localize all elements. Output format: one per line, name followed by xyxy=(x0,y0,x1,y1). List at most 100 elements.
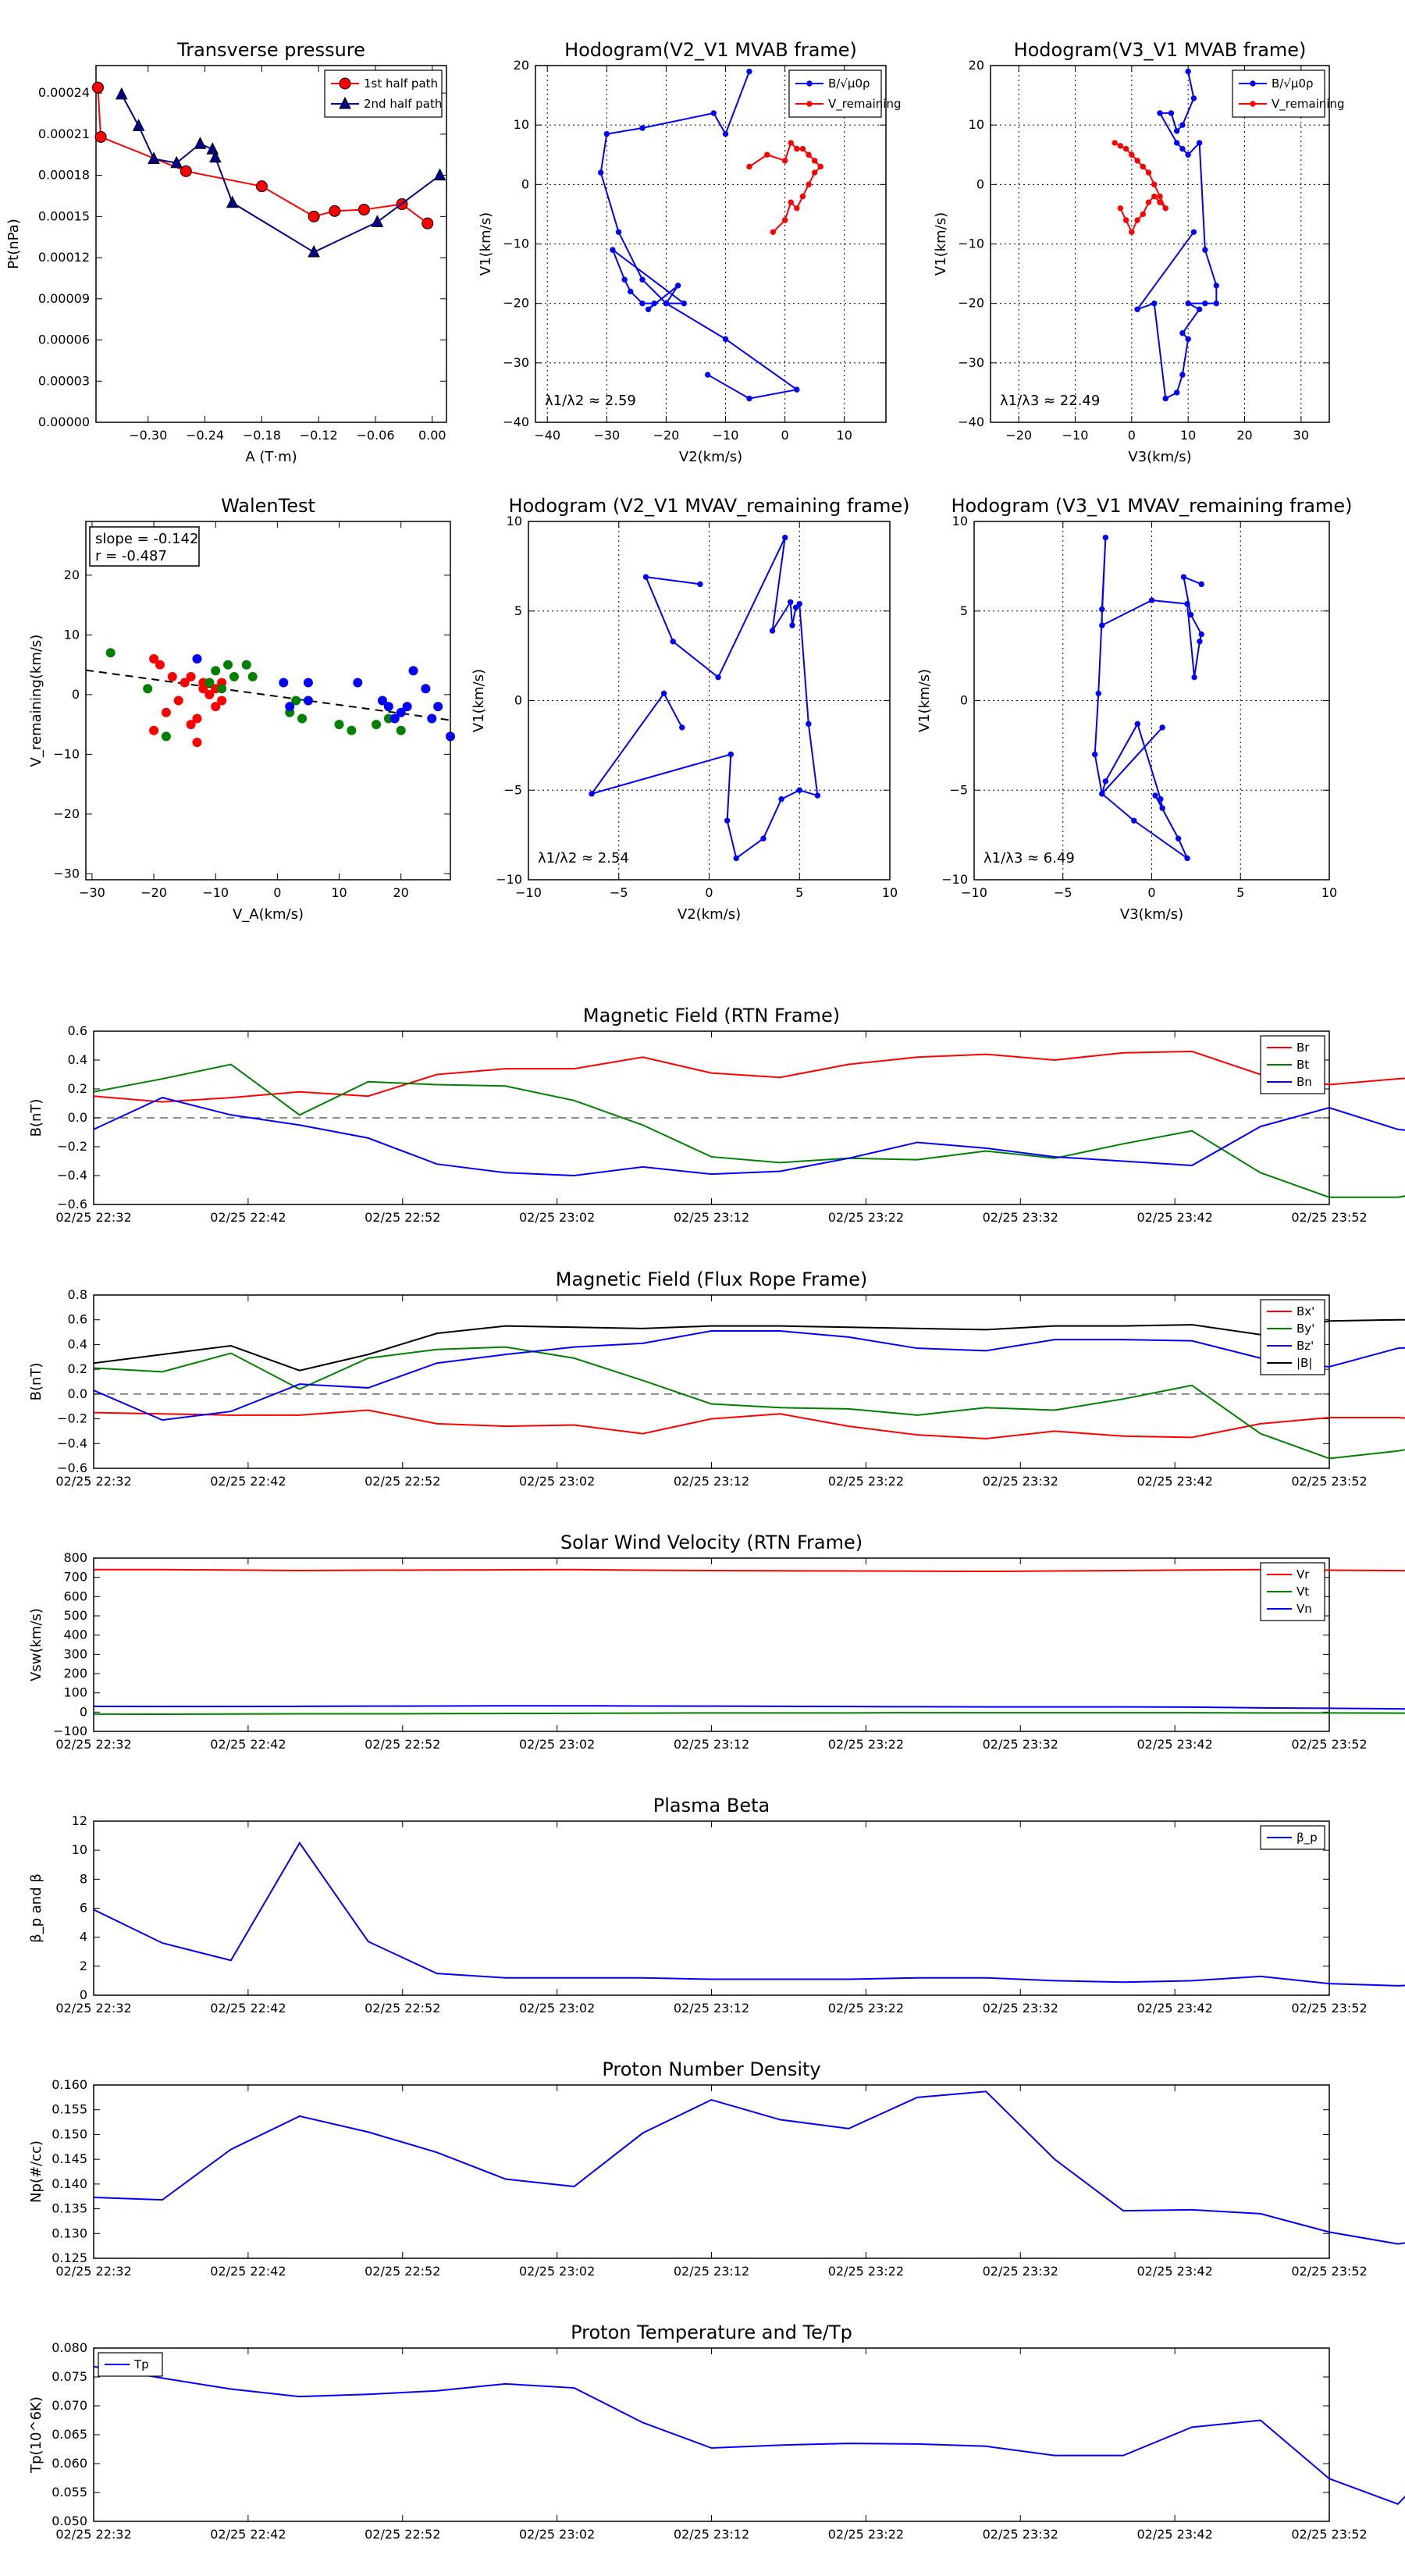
series-line xyxy=(589,537,819,860)
y-tick-label: −10 xyxy=(53,746,80,761)
data-point xyxy=(806,181,812,188)
data-point xyxy=(1185,68,1191,75)
data-point xyxy=(279,678,289,688)
x-tick-label: 02/25 22:42 xyxy=(210,2001,286,2016)
y-tick-label: 300 xyxy=(63,1646,87,1661)
x-tick-label: 02/25 23:52 xyxy=(1291,2527,1367,2542)
data-point xyxy=(704,372,711,378)
data-point xyxy=(1151,193,1158,200)
y-tick-label: 0.00009 xyxy=(38,291,90,306)
data-point xyxy=(722,130,729,137)
x-tick-label: −0.18 xyxy=(243,428,281,443)
axes-frame xyxy=(93,2084,1330,2259)
data-point xyxy=(674,283,681,289)
data-point xyxy=(1117,143,1124,149)
x-tick-label: −30 xyxy=(593,428,620,443)
y-tick-label: 0.160 xyxy=(52,2077,87,2092)
data-point xyxy=(180,165,192,177)
y-tick-label: 0.6 xyxy=(68,1312,87,1327)
x-tick-label: 0.00 xyxy=(418,428,446,443)
x-tick-label: 02/25 23:22 xyxy=(828,1737,904,1752)
y-tick-label: 8 xyxy=(80,1871,87,1886)
data-point xyxy=(1102,778,1109,785)
data-point xyxy=(371,215,384,227)
x-tick-label: 02/25 22:52 xyxy=(365,1474,440,1489)
series-1 xyxy=(115,87,446,258)
y-tick-label: 0.070 xyxy=(52,2398,87,2413)
x-tick-label: 02/25 22:32 xyxy=(55,1210,131,1225)
chart-beta: 02/25 22:32 02/25 22:42 02/25 22:52 02/25 2… xyxy=(28,1795,1405,2016)
data-point xyxy=(1179,122,1186,128)
x-tick-label: 10 xyxy=(1180,428,1196,443)
x-tick-label: 02/25 23:52 xyxy=(1291,1737,1367,1752)
legend-label: By' xyxy=(1297,1322,1314,1336)
y-tick-label: 0.125 xyxy=(52,2250,87,2265)
data-point xyxy=(1197,639,1203,645)
data-point xyxy=(1095,690,1101,697)
data-point xyxy=(1122,217,1129,223)
series-2 xyxy=(192,653,455,742)
data-point xyxy=(229,671,239,681)
data-point xyxy=(1099,606,1105,613)
data-point xyxy=(408,666,418,676)
legend-marker xyxy=(806,80,813,87)
data-point xyxy=(1184,855,1190,862)
data-point xyxy=(303,696,313,706)
y-tick-label: 0.065 xyxy=(52,2427,87,2442)
legend-label: Vn xyxy=(1297,1602,1312,1616)
y-tick-label: 0.080 xyxy=(52,2340,87,2355)
data-point xyxy=(1159,724,1165,731)
x-tick-label: 02/25 23:12 xyxy=(674,2264,749,2279)
x-tick-label: 02/25 22:32 xyxy=(55,2527,131,2542)
x-tick-label: 02/25 23:02 xyxy=(519,2001,595,2016)
legend-label: 2nd half path xyxy=(364,97,442,111)
x-tick-label: 02/25 23:42 xyxy=(1136,2264,1212,2279)
data-point xyxy=(1162,205,1168,212)
data-point xyxy=(645,306,652,312)
series-line xyxy=(599,71,799,400)
data-point xyxy=(1117,205,1124,212)
data-point xyxy=(1198,581,1204,588)
x-tick-label: −5 xyxy=(610,885,628,900)
legend-marker xyxy=(1250,80,1256,87)
series-line-3 xyxy=(93,1318,1405,1372)
legend-box xyxy=(1232,69,1325,118)
data-point xyxy=(697,581,703,588)
x-tick-label: 0 xyxy=(1147,885,1155,900)
data-point xyxy=(1158,796,1164,802)
data-point xyxy=(1174,140,1180,146)
y-tick-label: 20 xyxy=(969,58,984,73)
y-tick-label: 10 xyxy=(514,117,529,132)
legend-label: Vt xyxy=(1297,1585,1309,1599)
data-point xyxy=(770,229,777,235)
data-point xyxy=(186,720,196,730)
chart-title: Magnetic Field (RTN Frame) xyxy=(583,1005,840,1026)
data-point xyxy=(1140,163,1147,170)
axes-frame xyxy=(85,521,451,881)
series-line-0 xyxy=(93,1050,1405,1103)
y-axis-label: V_remaining(km/s) xyxy=(28,635,44,767)
x-tick-label: 5 xyxy=(1236,885,1244,900)
y-tick-label: 2 xyxy=(80,1959,87,1973)
data-point xyxy=(105,648,116,658)
data-point xyxy=(1134,720,1141,728)
data-point xyxy=(764,151,770,158)
data-point xyxy=(205,689,215,699)
axes-frame xyxy=(93,1557,1330,1732)
y-tick-label: 10 xyxy=(72,1842,87,1857)
data-point xyxy=(814,792,821,799)
x-tick-label: −20 xyxy=(653,428,680,443)
y-tick-label: −0.2 xyxy=(57,1139,87,1154)
x-tick-label: 02/25 23:52 xyxy=(1291,1474,1367,1489)
y-tick-label: −0.2 xyxy=(57,1411,87,1426)
chart-title: Proton Number Density xyxy=(602,2058,820,2080)
data-point xyxy=(1129,229,1135,235)
x-tick-label: 02/25 23:42 xyxy=(1136,2001,1212,2016)
x-tick-label: 02/25 22:52 xyxy=(365,2527,440,2542)
data-point xyxy=(297,713,308,724)
x-tick-label: 02/25 23:22 xyxy=(828,2001,904,2016)
data-point xyxy=(226,195,239,208)
x-tick-label: 02/25 23:32 xyxy=(983,2001,1058,2016)
x-tick-label: 02/25 23:12 xyxy=(674,2527,749,2542)
